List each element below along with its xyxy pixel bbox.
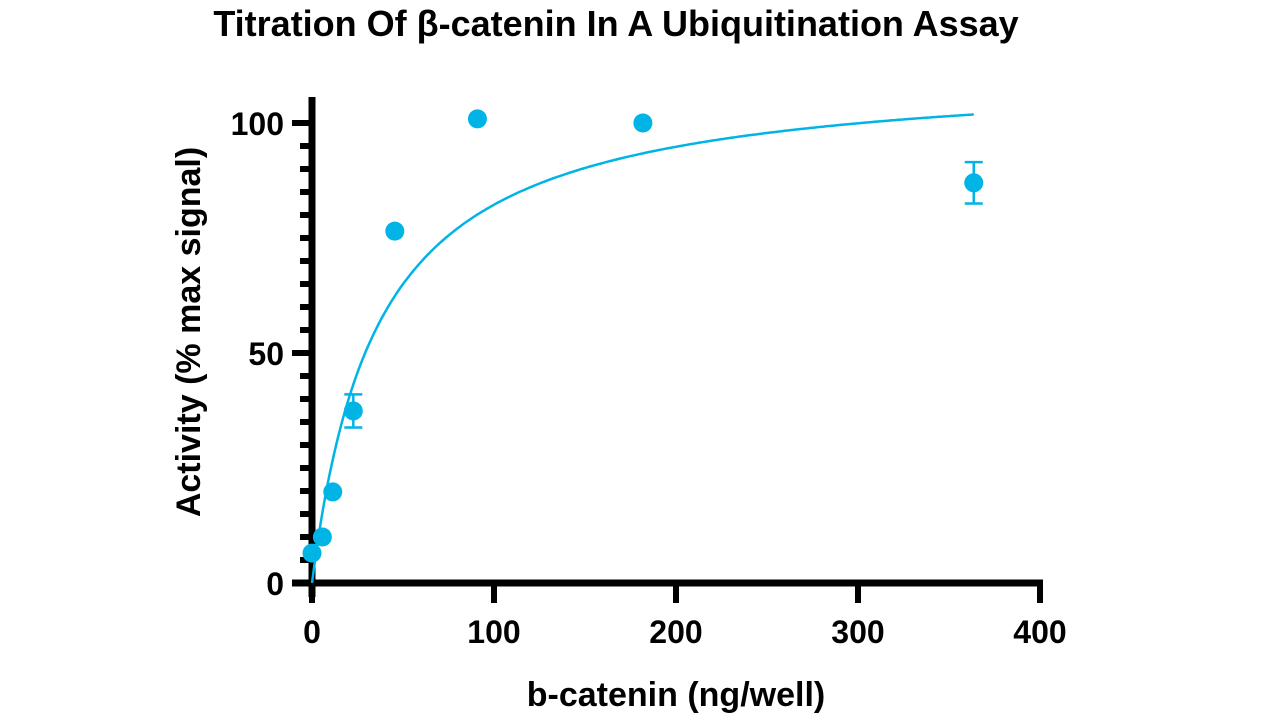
data-point bbox=[633, 113, 653, 133]
data-point bbox=[467, 109, 487, 129]
data-point bbox=[302, 543, 322, 563]
fit-curve bbox=[310, 113, 974, 584]
y-axis-label: Activity (% max signal) bbox=[170, 147, 208, 517]
data-point bbox=[312, 527, 332, 547]
x-tick-label: 200 bbox=[649, 614, 702, 650]
y-tick-label: 50 bbox=[248, 336, 284, 372]
data-point bbox=[964, 173, 984, 193]
x-tick-label: 400 bbox=[1013, 614, 1066, 650]
y-tick-label: 0 bbox=[266, 566, 284, 602]
x-tick-label: 0 bbox=[303, 614, 321, 650]
data-point bbox=[385, 221, 405, 241]
chart-title: Titration Of β-catenin In A Ubiquitinati… bbox=[213, 3, 1018, 44]
data-point bbox=[323, 482, 343, 502]
x-axis-label: b-catenin (ng/well) bbox=[527, 676, 825, 714]
x-tick-label: 100 bbox=[467, 614, 520, 650]
y-tick-label: 100 bbox=[231, 106, 284, 142]
data-point bbox=[343, 401, 363, 421]
x-tick-label: 300 bbox=[831, 614, 884, 650]
